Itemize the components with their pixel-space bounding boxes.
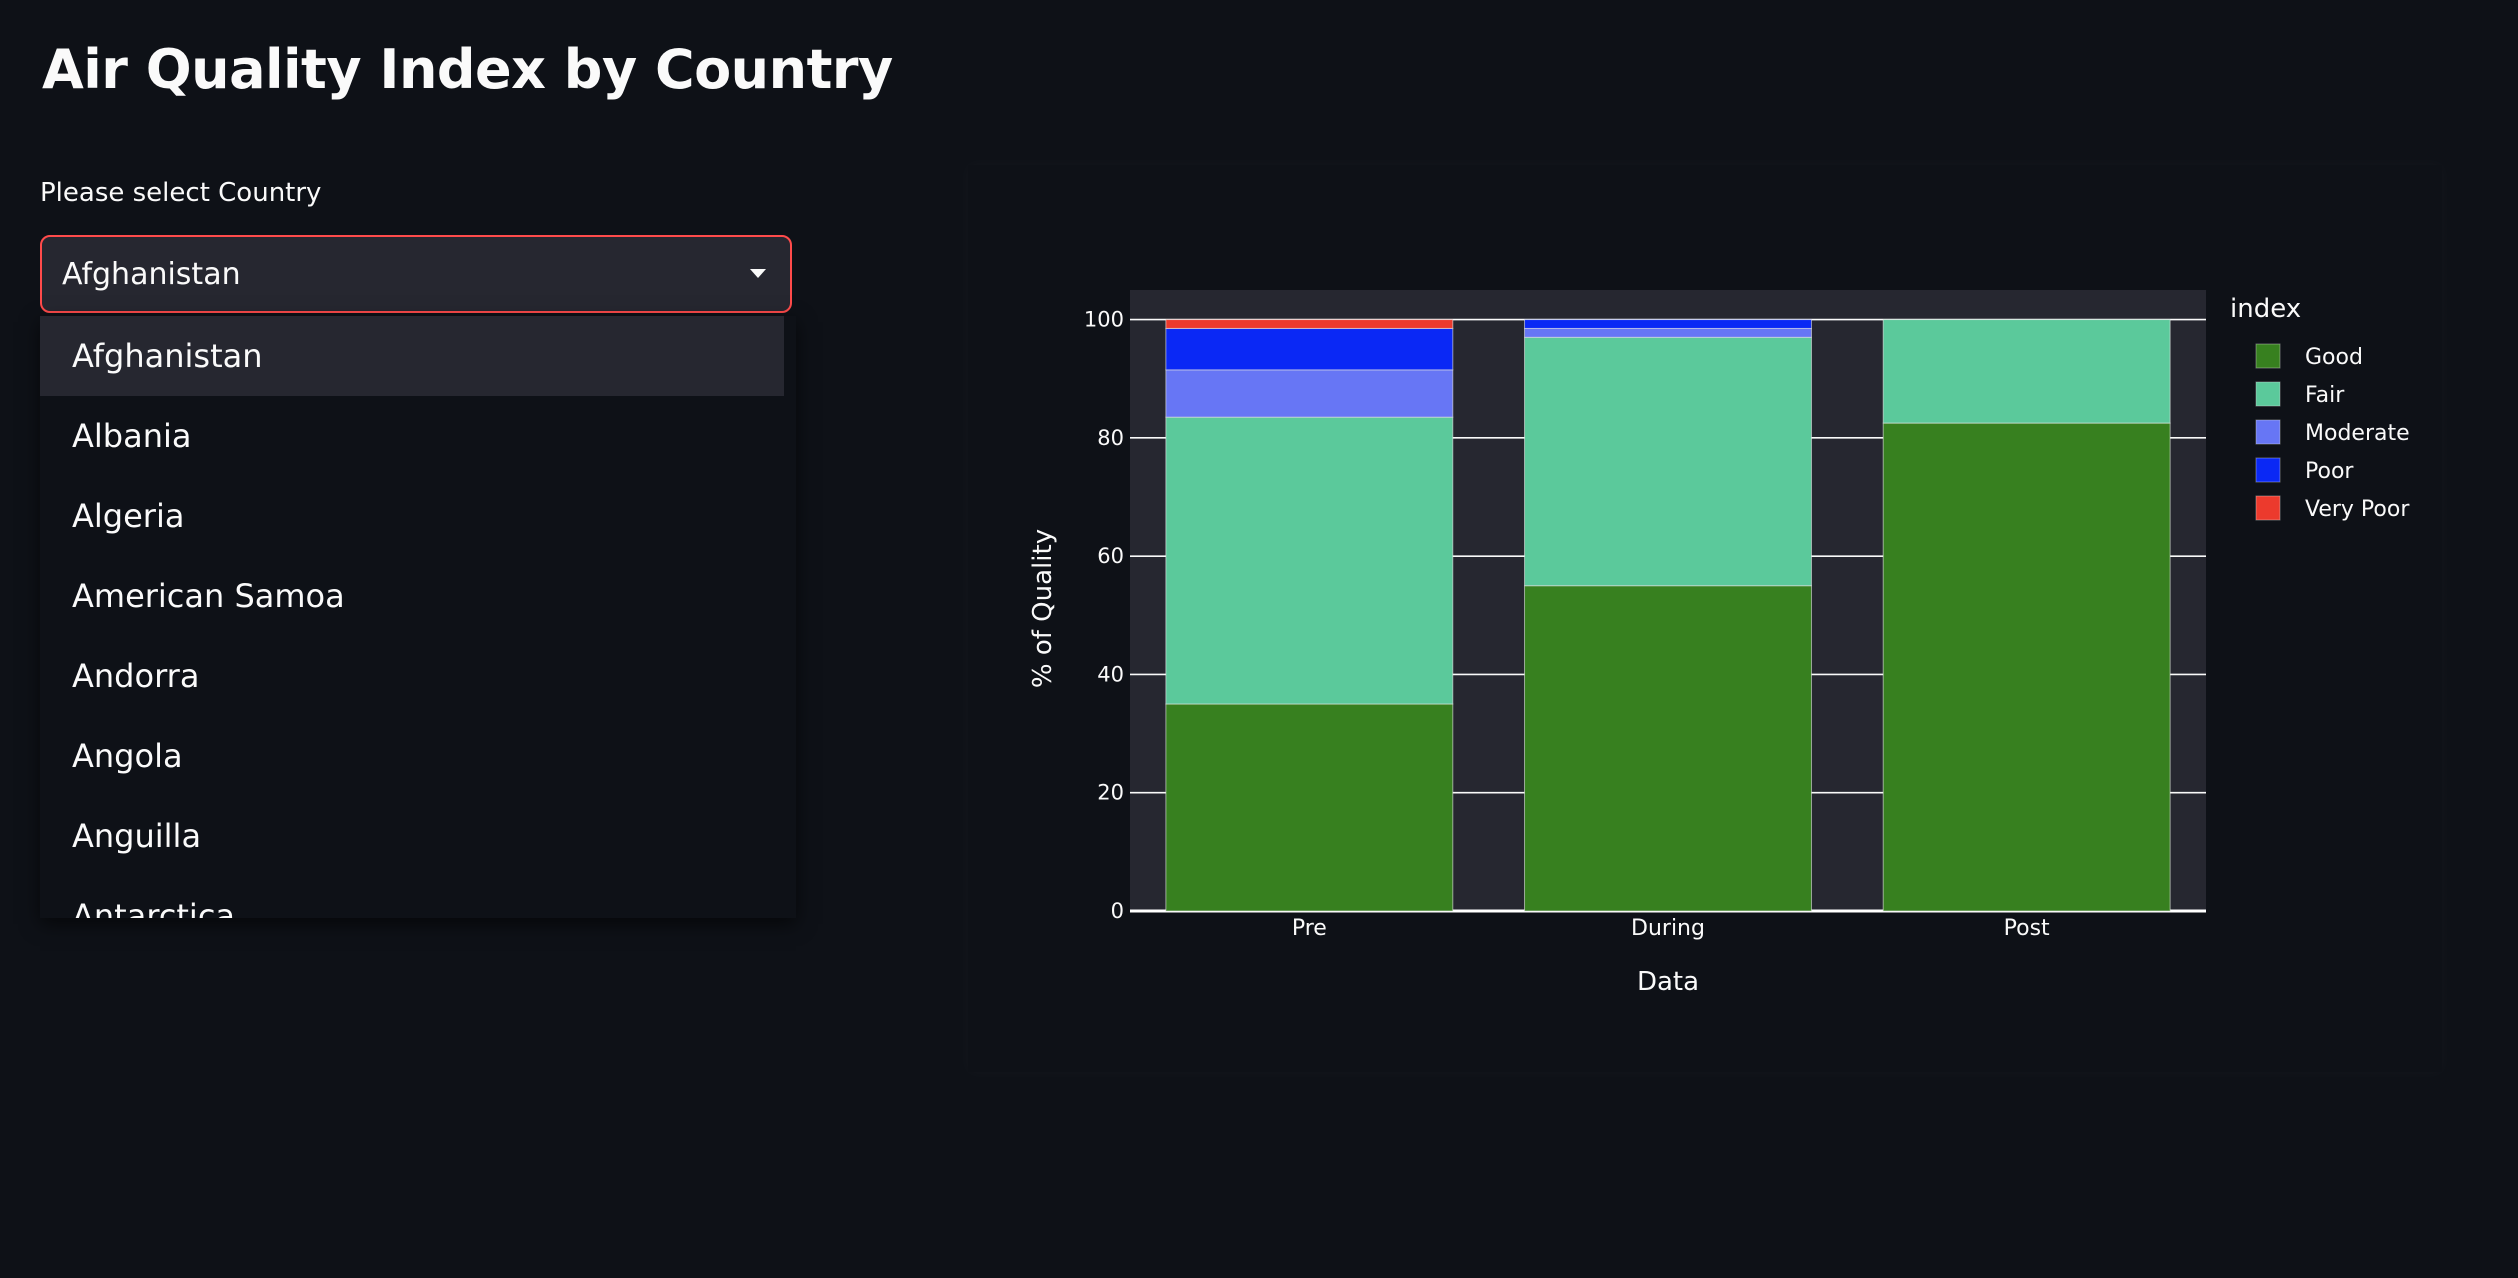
legend-swatch — [2255, 495, 2281, 521]
bar-segment-good — [1165, 703, 1454, 912]
dropdown-option[interactable]: American Samoa — [72, 577, 345, 615]
x-tick-label: Pre — [1292, 916, 1327, 941]
legend-item-label: Poor — [2305, 459, 2354, 484]
bar-segment-very-poor — [1165, 319, 1454, 329]
x-tick-label: During — [1631, 916, 1705, 941]
dropdown-option[interactable]: Anguilla — [72, 817, 202, 855]
legend-swatch — [2255, 381, 2281, 407]
stacked-bar-chart: 0 20 40 60 80 100 Pre During Post Data % of Qualit… — [1028, 290, 2410, 997]
legend-swatch — [2255, 457, 2281, 483]
dropdown-option[interactable]: Algeria — [72, 497, 185, 535]
dropdown-option[interactable]: Albania — [72, 417, 192, 455]
bar-segment-poor — [1524, 319, 1812, 329]
dropdown-option[interactable]: Andorra — [72, 657, 200, 695]
page-title: Air Quality Index by Country — [42, 38, 893, 101]
y-axis-title: % of Quality — [1028, 529, 1058, 688]
country-select[interactable]: Afghanistan — [40, 235, 792, 313]
dropdown-option[interactable]: Antarctica — [72, 897, 236, 918]
bar-segment-poor — [1165, 327, 1454, 371]
legend-swatch — [2255, 419, 2281, 445]
y-tick-label: 60 — [1097, 544, 1124, 568]
legend-item-label: Good — [2305, 345, 2363, 370]
chevron-down-icon[interactable] — [750, 269, 766, 278]
bar-segment-moderate — [1524, 327, 1812, 338]
country-select-value: Afghanistan — [62, 257, 241, 292]
bar-segment-good — [1524, 585, 1812, 912]
y-tick-label: 40 — [1097, 662, 1124, 686]
y-tick-label: 100 — [1084, 308, 1124, 332]
y-tick-label: 0 — [1111, 899, 1124, 923]
bar-segment-fair — [1165, 416, 1454, 705]
legend-swatch — [2255, 343, 2281, 369]
legend-item-label: Fair — [2305, 383, 2345, 408]
x-tick-label: Post — [2004, 916, 2050, 941]
bar-segment-fair — [1524, 336, 1812, 587]
country-dropdown-list[interactable]: Afghanistan Albania Algeria American Sam… — [40, 316, 796, 918]
chart-panel: 0 20 40 60 80 100 Pre During Post Data % of Qualit… — [968, 165, 2442, 1072]
legend-title: index — [2230, 294, 2301, 324]
dropdown-option[interactable]: Angola — [72, 737, 183, 775]
bar-segment-good — [1882, 422, 2171, 912]
dropdown-option[interactable]: Afghanistan — [40, 316, 784, 396]
legend-item-label: Moderate — [2305, 421, 2410, 446]
legend-item-label: Very Poor — [2305, 497, 2410, 522]
country-select-label: Please select Country — [40, 178, 322, 208]
y-tick-label: 20 — [1097, 781, 1124, 805]
bar-segment-fair — [1882, 319, 2171, 424]
x-axis-title: Data — [1637, 967, 1699, 997]
y-tick-label: 80 — [1097, 426, 1124, 450]
bar-segment-moderate — [1165, 369, 1454, 418]
